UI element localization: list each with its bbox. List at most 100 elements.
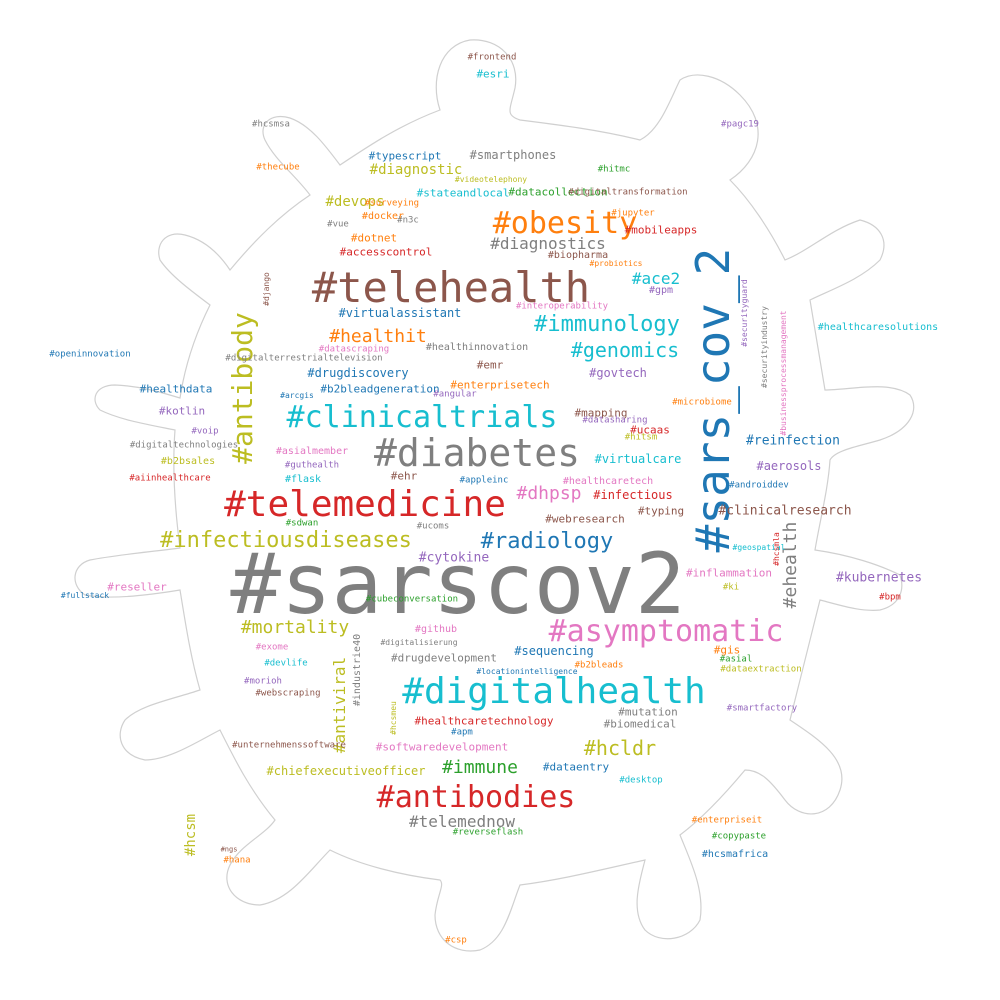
word-mortality: #mortality: [240, 617, 350, 638]
word-appleinc: #appleinc: [459, 475, 509, 486]
word-docker: #docker: [361, 211, 405, 222]
word-b2bsales: #b2bsales: [160, 456, 216, 467]
word-probiotics: #probiotics: [589, 259, 643, 268]
word-apm: #apm: [451, 727, 473, 738]
word-hcsm: #hcsm: [183, 813, 199, 857]
word-infectiousdiseases: #infectiousdiseases: [160, 528, 412, 553]
word-hcsmeu: #hcsmeu: [389, 701, 398, 735]
word-drugdiscovery: #drugdiscovery: [307, 366, 409, 380]
word-datasharing: #datasharing: [582, 415, 648, 426]
word-b2bleads: #b2bleads: [574, 660, 624, 671]
word-microbiome: #microbiome: [672, 397, 732, 408]
word-gis: #gis: [713, 643, 741, 657]
word-jupyter: #jupyter: [611, 208, 655, 219]
word-sequencing: #sequencing: [514, 644, 594, 658]
word-emr: #emr: [476, 358, 504, 372]
word-enterpriseit: #enterpriseit: [691, 815, 763, 826]
word-asial: #asial: [719, 654, 753, 665]
word-guthealth: #guthealth: [284, 460, 340, 471]
word-typing: #typing: [637, 504, 685, 518]
word-devops: #devops: [325, 194, 385, 210]
virus-outline-path: [74, 39, 915, 952]
word-reverseflash: #reverseflash: [452, 827, 524, 838]
word-hana: #hana: [223, 855, 251, 866]
word-immunology: #immunology: [534, 312, 680, 337]
word-enterprisetech: #enterprisetech: [450, 378, 550, 392]
word-openinnovation: #openinnovation: [49, 349, 131, 360]
word-inflammation: #inflammation: [685, 566, 773, 580]
word-datascraping: #datascraping: [318, 344, 390, 355]
word-digitalterrestrialtelevision: #digitalterrestrialtelevision: [225, 353, 383, 364]
word-angular: #angular: [433, 389, 477, 400]
word-flask: #flask: [284, 474, 322, 485]
word-hitsm: #hitsm: [624, 432, 658, 443]
word-b2bleadgeneration: #b2bleadgeneration: [320, 382, 440, 396]
word-exome: #exome: [255, 642, 289, 653]
word-immune: #immune: [442, 757, 518, 778]
word-typescript: #typescript: [368, 149, 442, 163]
word-aerosols: #aerosols: [756, 459, 822, 473]
word-mutation: #mutation: [618, 705, 678, 719]
word-healthcaresolutions: #healthcaresolutions: [817, 322, 939, 333]
word-healthdata: #healthdata: [139, 382, 213, 396]
word-healthit: #healthit: [329, 326, 427, 347]
word-esri: #esri: [476, 67, 510, 81]
word-obesity: #obesity: [492, 206, 638, 241]
word-antibodies: #antibodies: [376, 780, 576, 815]
word-hitmc: #hitmc: [597, 164, 631, 175]
word-django: #django: [262, 272, 271, 306]
word-dotnet: #dotnet: [350, 231, 398, 245]
word-virtualcare: #virtualcare: [594, 452, 682, 466]
word-smartfactory: #smartfactory: [726, 703, 798, 714]
word-reseller: #reseller: [107, 580, 167, 594]
word-github: #github: [414, 624, 458, 635]
word-ucoms: #ucoms: [416, 521, 450, 532]
word-reinfection: #reinfection: [746, 433, 840, 449]
word-ki: #ki: [722, 582, 740, 593]
word-datacollection: #datacollection: [508, 185, 608, 199]
word-ace2: #ace2: [631, 269, 681, 288]
word-sdwan: #sdwan: [285, 518, 319, 529]
word-interoperability: #interoperability: [515, 301, 609, 312]
word-smartphones: #smartphones: [469, 148, 557, 162]
word-voip: #voip: [191, 426, 219, 437]
word-diabetes: #diabetes: [374, 431, 580, 475]
word-copypaste: #copypaste: [711, 831, 767, 842]
word-hcsmsa: #hcsmsa: [252, 119, 290, 130]
word-asialmember: #asialmember: [275, 446, 349, 457]
word-vue: #vue: [327, 219, 349, 230]
word-businessprocessmanagement: #businessprocessmanagement: [779, 310, 788, 436]
word-healthinnovation: #healthinnovation: [425, 342, 529, 353]
word-dhpsp: #dhpsp: [516, 483, 582, 504]
word-hcsmla: #hcsmla: [772, 532, 781, 566]
word-devlife: #devlife: [264, 658, 308, 669]
word-biopharma: #biopharma: [547, 250, 609, 261]
word-securityguard: #securityguard: [740, 279, 749, 347]
word-diagnostics: #diagnostics: [490, 234, 606, 253]
word-securityindustry: #securityindustry: [760, 306, 769, 388]
word-webresearch: #webresearch: [545, 512, 625, 526]
word-digitaltransformation: #digitaltransformation: [568, 187, 688, 198]
word-softwaredevelopment: #softwaredevelopment: [375, 740, 509, 754]
word-ucaas: #ucaas: [630, 423, 670, 437]
word-sarscov2: #sarscov2: [230, 535, 686, 633]
word-surveying: #surveying: [364, 198, 420, 209]
word-govtech: #govtech: [589, 366, 647, 380]
word-locationintelligence: #locationintelligence: [476, 667, 578, 676]
word-virtualassistant: #virtualassistant: [338, 306, 462, 320]
word-mobileapps: #mobileapps: [624, 223, 698, 237]
word-industrie40: #industrie40: [352, 633, 363, 707]
word-videotelephony: #videotelephony: [454, 175, 528, 184]
word-telehealth: #telehealth: [311, 263, 591, 312]
word-chiefexecutiveofficer: #chiefexecutiveofficer: [266, 764, 426, 778]
word-genomics: #genomics: [570, 338, 680, 362]
word-digitalhealth: #digitalhealth: [402, 671, 706, 712]
word-fullstack: #fullstack: [60, 591, 110, 600]
word-desktop: #desktop: [619, 775, 663, 786]
word-ehealth: #ehealth: [780, 521, 801, 609]
word-accesscontrol: #accesscontrol: [339, 245, 433, 259]
word-hcldr: #hcldr: [583, 736, 657, 760]
word-ehr: #ehr: [390, 469, 418, 483]
word-n3c: #n3c: [397, 215, 419, 226]
